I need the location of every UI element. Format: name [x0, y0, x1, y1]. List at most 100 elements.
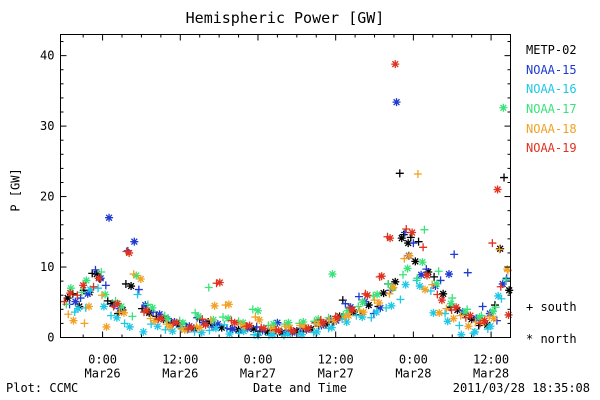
- legend-item-noaa-17: NOAA-17: [526, 102, 577, 117]
- legend-item-noaa-15: NOAA-15: [526, 62, 577, 77]
- noaa-17-north-point: [163, 315, 172, 324]
- noaa-17-north-point: [66, 284, 75, 293]
- metp-02-north-point: [127, 282, 136, 291]
- noaa-15-south-point: [400, 228, 409, 237]
- timestamp: 2011/03/28 18:35:08: [452, 381, 590, 395]
- noaa-18-south-point: [413, 170, 422, 179]
- noaa-16-north-point: [268, 330, 277, 339]
- metp-02-north-point: [391, 277, 400, 286]
- noaa-19-north-point: [422, 271, 431, 280]
- noaa-17-north-point: [132, 271, 141, 280]
- metp-02-south-point: [430, 272, 439, 281]
- noaa-18-south-point: [310, 319, 319, 328]
- noaa-19-south-point: [89, 282, 98, 291]
- noaa-16-south-point: [441, 309, 450, 318]
- noaa-16-north-point: [470, 327, 479, 336]
- noaa-16-north-point: [239, 327, 248, 336]
- noaa-19-south-point: [488, 239, 497, 248]
- chart-title: Hemispheric Power [GW]: [185, 9, 385, 27]
- noaa-15-north-point: [376, 303, 385, 312]
- x-axis: 0:00Mar2612:00Mar260:00Mar2712:00Mar270:…: [82, 34, 511, 381]
- noaa-15-north-point: [105, 213, 114, 222]
- noaa-17-north-point: [446, 299, 455, 308]
- noaa-17-north-point: [314, 315, 323, 324]
- noaa-18-north-point: [464, 322, 473, 331]
- noaa-19-north-point: [274, 326, 283, 335]
- noaa-17-north-point: [489, 307, 498, 316]
- noaa-18-north-point: [330, 316, 339, 325]
- noaa-18-north-point: [119, 308, 128, 317]
- noaa-18-north-point: [210, 301, 219, 310]
- metp-02-north-point: [108, 299, 117, 308]
- noaa-17-north-point: [358, 298, 367, 307]
- metp-02-south-point: [500, 173, 509, 182]
- noaa-17-north-point: [432, 279, 441, 288]
- noaa-15-north-point: [170, 317, 179, 326]
- noaa-17-north-point: [328, 270, 337, 279]
- noaa-19-north-point: [437, 296, 446, 305]
- noaa-16-south-point: [161, 325, 170, 334]
- noaa-18-south-point: [385, 289, 394, 298]
- metp-02-north-point: [505, 286, 514, 295]
- noaa-16-north-point: [372, 308, 381, 317]
- noaa-17-south-point: [491, 303, 500, 312]
- y-axis-label: P [GW]: [9, 168, 23, 211]
- noaa-15-north-point: [392, 98, 401, 107]
- noaa-19-north-point: [201, 320, 210, 329]
- noaa-19-south-point: [433, 290, 442, 299]
- noaa-19-north-point: [245, 321, 254, 330]
- noaa-18-south-point: [471, 317, 480, 326]
- x-tick-label-date: Mar28: [395, 367, 431, 381]
- noaa-15-north-point: [417, 270, 426, 279]
- noaa-19-north-point: [66, 289, 75, 298]
- noaa-19-north-point: [304, 324, 313, 333]
- noaa-19-north-point: [466, 311, 475, 320]
- noaa-16-north-point: [283, 329, 292, 338]
- noaa-15-north-point: [71, 297, 80, 306]
- noaa-19-south-point: [73, 291, 82, 300]
- metp-02-north-point: [263, 327, 272, 336]
- noaa-18-north-point: [255, 315, 264, 324]
- noaa-18-north-point: [102, 322, 111, 331]
- noaa-17-south-point: [420, 225, 429, 234]
- x-tick-label-time: 0:00: [88, 353, 117, 367]
- noaa-19-south-point: [402, 224, 411, 233]
- noaa-16-south-point: [426, 286, 435, 295]
- noaa-16-north-point: [112, 313, 121, 322]
- noaa-17-north-point: [475, 313, 484, 322]
- noaa-15-south-point: [354, 292, 363, 301]
- metp-02-north-point: [404, 239, 413, 248]
- metp-02-north-point: [453, 306, 462, 315]
- noaa-17-north-point: [284, 318, 293, 327]
- noaa-18-south-point: [115, 308, 124, 317]
- noaa-17-south-point: [413, 274, 422, 283]
- noaa-18-north-point: [389, 283, 398, 292]
- noaa-18-north-point: [315, 320, 324, 329]
- metp-02-north-point: [217, 323, 226, 332]
- noaa-19-north-point: [187, 323, 196, 332]
- y-tick-label: 30: [40, 119, 54, 133]
- noaa-16-south-point: [107, 311, 116, 320]
- noaa-16-south-point: [120, 319, 129, 328]
- noaa-16-north-point: [342, 317, 351, 326]
- noaa-17-north-point: [343, 306, 352, 315]
- noaa-17-north-point: [101, 290, 110, 299]
- metp-02-north-point: [118, 306, 127, 315]
- metp-02-south-point: [395, 169, 404, 178]
- noaa-17-south-point: [384, 279, 393, 288]
- noaa-16-south-point: [133, 290, 142, 299]
- noaa-15-north-point: [273, 318, 282, 327]
- noaa-18-north-point: [180, 325, 189, 334]
- legend-item-metp-02: METP-02: [526, 43, 577, 57]
- x-tick-label-date: Mar28: [473, 367, 509, 381]
- noaa-15-south-point: [134, 285, 143, 294]
- noaa-19-north-point: [215, 278, 224, 287]
- noaa-17-south-point: [219, 313, 228, 322]
- noaa-16-south-point: [205, 326, 214, 335]
- metp-02-north-point: [379, 289, 388, 298]
- y-tick-label: 0: [47, 331, 54, 345]
- noaa-19-north-point: [319, 318, 328, 327]
- noaa-17-south-point: [128, 312, 137, 321]
- noaa-15-south-point: [436, 276, 445, 285]
